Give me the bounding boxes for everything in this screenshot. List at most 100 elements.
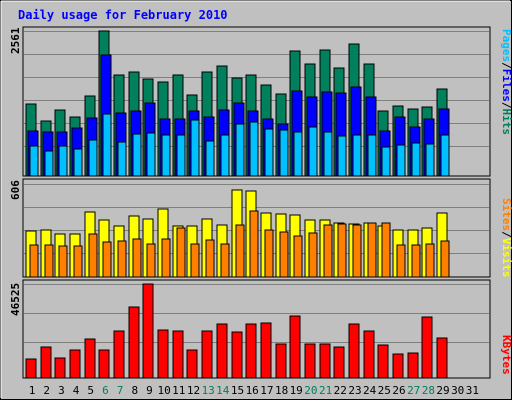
- bar-kbytes-day-6: [98, 349, 110, 379]
- x-tick-label: 17: [260, 384, 273, 397]
- bar-pages-day-29: [440, 134, 450, 177]
- bar-pages-day-3: [58, 145, 68, 177]
- x-tick-label: 2: [43, 384, 50, 397]
- bar-pages-day-10: [161, 134, 171, 177]
- x-tick-label: 19: [290, 384, 303, 397]
- bar-kbytes-day-13: [201, 330, 213, 379]
- bar-sites-day-16: [249, 210, 259, 278]
- bar-kbytes-day-14: [216, 323, 228, 379]
- bar-sites-day-22: [337, 223, 347, 278]
- x-tick-label: 27: [407, 384, 420, 397]
- bar-pages-day-16: [249, 121, 259, 177]
- bar-kbytes-day-3: [54, 357, 66, 379]
- bar-pages-day-18: [279, 129, 289, 177]
- bar-pages-day-6: [102, 113, 112, 177]
- bar-pages-day-19: [293, 131, 303, 177]
- bar-kbytes-day-26: [392, 353, 404, 379]
- bar-pages-day-13: [205, 140, 215, 177]
- bar-pages-day-21: [323, 131, 333, 177]
- bar-pages-day-26: [396, 144, 406, 177]
- bar-kbytes-day-8: [128, 306, 140, 379]
- legend-hits-panel: Pages/Files/Hits: [500, 29, 512, 135]
- bar-sites-day-12: [190, 243, 200, 278]
- bar-kbytes-day-24: [363, 330, 375, 379]
- bar-kbytes-day-21: [319, 343, 331, 379]
- x-tick-label: 13: [202, 384, 215, 397]
- bar-kbytes-day-29: [436, 337, 448, 379]
- bar-sites-day-26: [396, 244, 406, 278]
- bar-pages-day-15: [235, 123, 245, 177]
- bar-sites-day-21: [323, 224, 333, 278]
- bar-sites-day-17: [264, 229, 274, 278]
- x-tick-label: 21: [319, 384, 332, 397]
- bar-kbytes-day-12: [186, 349, 198, 379]
- bar-pages-day-14: [220, 134, 230, 177]
- bar-sites-day-9: [146, 243, 156, 278]
- legend-sep: /: [500, 231, 512, 238]
- bar-kbytes-day-11: [172, 330, 184, 379]
- bar-sites-day-29: [440, 240, 450, 278]
- x-tick-label: 22: [334, 384, 347, 397]
- bar-kbytes-day-19: [289, 315, 301, 379]
- bar-sites-day-18: [279, 231, 289, 278]
- bar-pages-day-22: [337, 135, 347, 177]
- bar-kbytes-day-10: [157, 329, 169, 379]
- x-tick-label: 11: [172, 384, 185, 397]
- bar-sites-day-13: [205, 239, 215, 278]
- bar-sites-day-25: [381, 222, 391, 278]
- bar-sites-day-20: [308, 232, 318, 278]
- bar-pages-day-7: [117, 141, 127, 177]
- bar-pages-day-27: [411, 142, 421, 177]
- bar-pages-day-12: [190, 119, 200, 177]
- bar-pages-day-28: [425, 143, 435, 177]
- bar-sites-day-5: [88, 233, 98, 278]
- y-max-label-kbytes: 46525: [9, 283, 22, 316]
- bar-sites-day-27: [411, 244, 421, 278]
- bar-pages-day-5: [88, 139, 98, 177]
- bar-kbytes-day-15: [231, 331, 243, 379]
- x-tick-label: 16: [246, 384, 259, 397]
- bar-kbytes-day-7: [113, 330, 125, 379]
- legend-files: Files: [500, 69, 512, 102]
- legend-kbytes: KBytes: [500, 335, 512, 375]
- x-tick-label: 9: [146, 384, 153, 397]
- bar-sites-day-1: [29, 244, 39, 278]
- bar-kbytes-day-23: [348, 323, 360, 379]
- bar-kbytes-day-4: [69, 349, 81, 379]
- x-tick-label: 23: [348, 384, 361, 397]
- bar-sites-day-11: [176, 227, 186, 278]
- bar-pages-day-25: [381, 146, 391, 177]
- x-tick-label: 24: [363, 384, 377, 397]
- bar-sites-day-14: [220, 243, 230, 278]
- y-max-label-hits: 2561: [9, 27, 22, 54]
- x-tick-labels: 1 2 3 4 5 6 7 8 9 10 11 12 13 14 15 16 17 18 19 20 21 22 23 24 2…: [29, 384, 479, 397]
- legend-sep: /: [500, 102, 512, 109]
- x-tick-label: 31: [466, 384, 479, 397]
- bar-kbytes-day-17: [260, 322, 272, 379]
- bar-pages-day-24: [367, 134, 377, 177]
- x-tick-label: 10: [157, 384, 170, 397]
- bar-kbytes-day-20: [304, 343, 316, 379]
- bar-pages-day-20: [308, 126, 318, 177]
- legend-hits: Hits: [500, 109, 512, 136]
- x-tick-label: 14: [216, 384, 230, 397]
- bar-kbytes-day-16: [245, 323, 257, 379]
- bar-pages-day-23: [352, 134, 362, 177]
- bar-sites-day-10: [161, 238, 171, 278]
- bar-sites-day-3: [58, 245, 68, 278]
- x-tick-label: 4: [73, 384, 80, 397]
- legend-sites: Sites: [500, 198, 512, 231]
- bar-pages-day-9: [146, 132, 156, 177]
- bar-sites-day-4: [73, 245, 83, 278]
- bar-kbytes-day-2: [40, 346, 52, 379]
- x-tick-label: 20: [304, 384, 317, 397]
- bar-kbytes-day-18: [275, 343, 287, 379]
- x-tick-label: 1: [29, 384, 36, 397]
- bars-layer: [24, 30, 489, 379]
- bar-kbytes-day-28: [421, 316, 433, 379]
- x-tick-label: 3: [58, 384, 65, 397]
- bar-kbytes-day-25: [377, 344, 389, 379]
- y-max-label-visits: 606: [9, 180, 22, 200]
- bar-sites-day-7: [117, 240, 127, 278]
